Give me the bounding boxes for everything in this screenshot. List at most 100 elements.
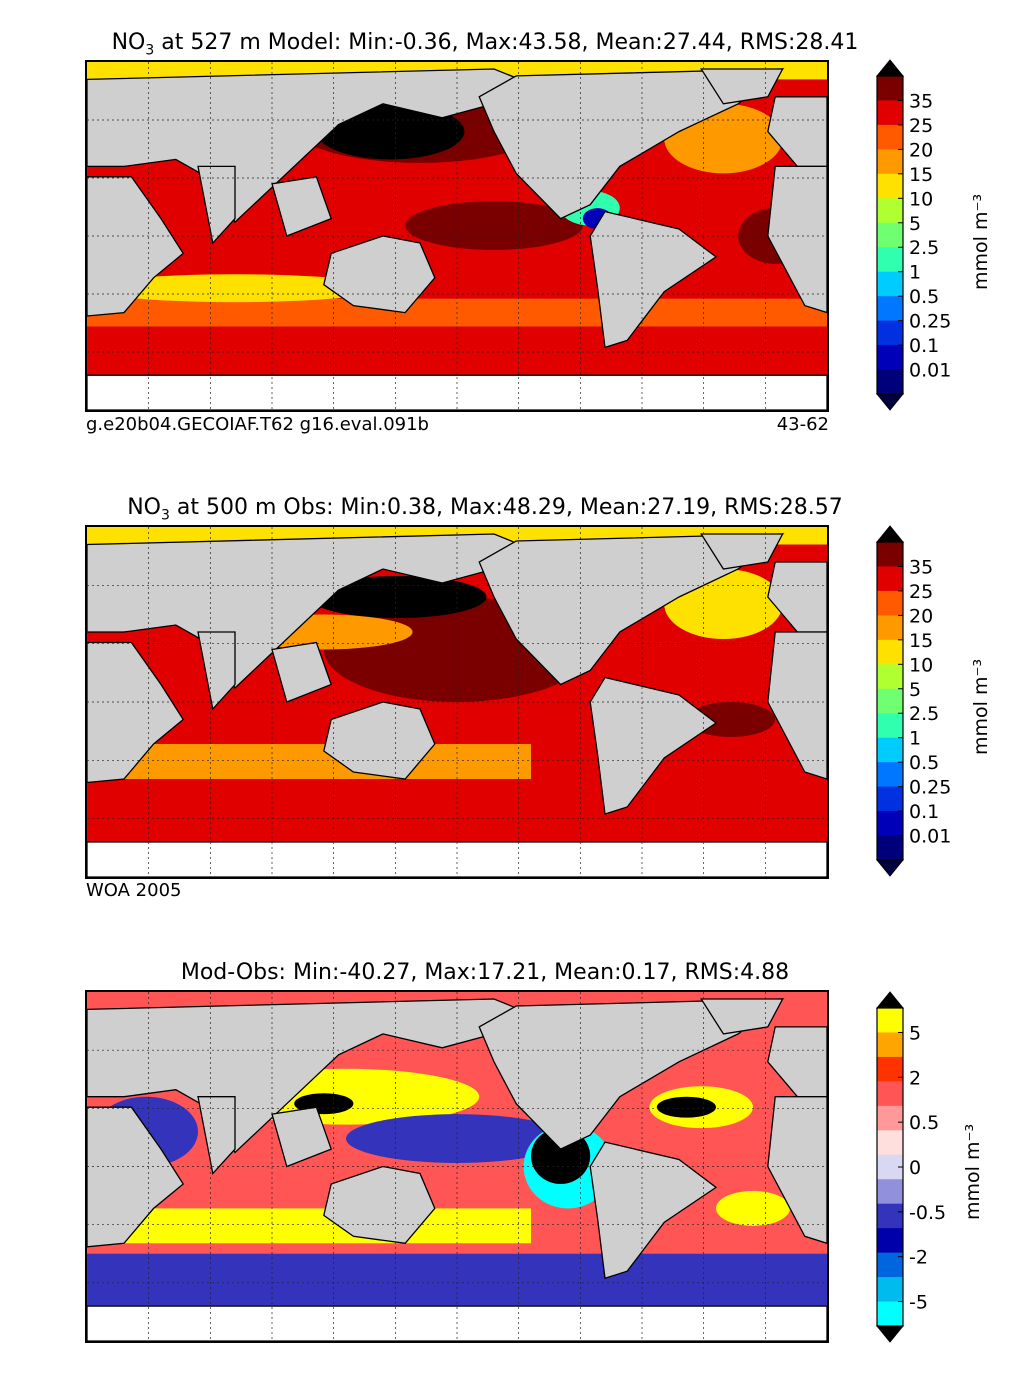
- years-label: 43-62: [776, 414, 829, 435]
- colorbar-segment: [877, 100, 903, 126]
- colorbar-tick-label: 0.25: [909, 777, 951, 799]
- colorbar-tick-label: 0.5: [909, 1112, 939, 1134]
- colorbar-tick-label: 35: [909, 556, 933, 578]
- colorbar: 35 25 20 15 10 5 2.5 1 0.5 0.25 0.1 0.01: [872, 524, 992, 884]
- colorbar-segment: [877, 222, 903, 248]
- colorbar-tick-label: 5: [909, 213, 921, 235]
- colorbar-tick-label: 10: [909, 188, 933, 210]
- colorbar-tick-label: -5: [909, 1292, 928, 1314]
- colorbar-segment: [877, 1203, 903, 1229]
- colorbar-tick-label: 0: [909, 1157, 921, 1179]
- colorbar-tick-label: 35: [909, 90, 933, 112]
- colorbar-segment: [877, 345, 903, 371]
- colorbar-tick-label: 5: [909, 1022, 921, 1044]
- colorbar-segment: [877, 1179, 903, 1205]
- colorbar-segment: [877, 1081, 903, 1107]
- colorbar-segment: [877, 590, 903, 616]
- colorbar-segment: [877, 76, 903, 101]
- colorbar-tick-label: 25: [909, 581, 933, 603]
- field-indian-band: [87, 274, 383, 303]
- landmass-se-asia: [271, 1106, 333, 1168]
- colorbar-segment: [877, 835, 903, 861]
- colorbar-tick-label: 1: [909, 728, 921, 750]
- landmass-australia: [323, 701, 436, 780]
- colorbar-segment: [877, 713, 903, 739]
- landmass-africa: [87, 641, 185, 784]
- colorbar: 35 25 20 15 10 5 2.5 1 0.5 0.25 0.1 0.01: [872, 58, 992, 418]
- colorbar-segment: [877, 639, 903, 665]
- panel-title: Mod-Obs: Min:-40.27, Max:17.21, Mean:0.1…: [180, 960, 790, 985]
- landmass-india: [197, 165, 236, 245]
- field-satl-pos: [716, 1190, 790, 1226]
- landmass-india: [197, 631, 236, 711]
- colorbar-segment: [877, 271, 903, 297]
- colorbar-tick-label: 15: [909, 630, 933, 652]
- colorbar-segment: [877, 369, 903, 395]
- colorbar-tick-label: 0.01: [909, 826, 951, 848]
- colorbar-tick-label: 0.01: [909, 360, 951, 382]
- colorbar-tick-label: 0.5: [909, 752, 939, 774]
- map-plot: [85, 990, 829, 1343]
- colorbar-segment: [877, 542, 903, 567]
- colorbar: 5 2 0.5 0 -0.5 -2 -5: [872, 990, 992, 1350]
- colorbar-tick-label: 0.1: [909, 335, 939, 357]
- colorbar-tick-label: 2.5: [909, 237, 939, 259]
- landmass-s-america: [589, 210, 718, 349]
- colorbar-segment: [877, 320, 903, 346]
- colorbar-segment: [877, 566, 903, 592]
- colorbar-segment: [877, 688, 903, 714]
- colorbar-label: mmol m⁻³: [962, 1123, 984, 1220]
- colorbar-segment: [877, 124, 903, 150]
- colorbar-segment: [877, 1056, 903, 1082]
- colorbar-segment: [877, 198, 903, 224]
- colorbar-tick-label: 0.1: [909, 801, 939, 823]
- colorbar-tick-label: -2: [909, 1247, 928, 1269]
- map-plot: [85, 525, 829, 879]
- landmass-greenland: [700, 998, 784, 1035]
- landmass-greenland: [700, 68, 784, 105]
- colorbar-segment: [877, 1130, 903, 1156]
- colorbar-tick-label: 2: [909, 1067, 921, 1089]
- landmass-australia: [323, 235, 436, 314]
- colorbar-tick-label: 0.25: [909, 311, 951, 333]
- colorbar-tick-label: 5: [909, 679, 921, 701]
- colorbar-frame: [876, 541, 904, 861]
- panel-model: NO3 at 527 m Model: Min:-0.36, Max:43.58…: [0, 0, 1018, 460]
- colorbar-frame: [876, 75, 904, 395]
- panel-obs: NO3 at 500 m Obs: Min:0.38, Max:48.29, M…: [85, 495, 992, 901]
- colorbar-segment: [877, 149, 903, 175]
- colorbar-segment: [877, 1008, 903, 1033]
- colorbar-segment: [877, 1105, 903, 1131]
- field-natl-over: [656, 1096, 717, 1118]
- landmass-greenland: [700, 533, 784, 570]
- colorbar-tick-label: -0.5: [909, 1202, 946, 1224]
- colorbar-tick-label: 20: [909, 139, 933, 161]
- colorbar-segment: [877, 1032, 903, 1058]
- field-npac-over: [309, 576, 487, 618]
- colorbar-segment: [877, 737, 903, 763]
- run-id-label: g.e20b04.GECOIAF.T62 g16.eval.091b: [86, 414, 429, 435]
- colorbar-tick-label: 20: [909, 605, 933, 627]
- panel-title: NO3 at 500 m Obs: Min:0.38, Max:48.29, M…: [127, 495, 843, 524]
- landmass-africa-east: [767, 631, 827, 780]
- colorbar-tick-label: 2.5: [909, 703, 939, 725]
- colorbar-tick-label: 1: [909, 262, 921, 284]
- colorbar-segment: [877, 296, 903, 322]
- colorbar-tick-label: 10: [909, 654, 933, 676]
- landmass-india: [197, 1096, 236, 1175]
- colorbar-segment: [877, 664, 903, 690]
- map-plot: [85, 60, 829, 412]
- landmass-se-asia: [271, 176, 333, 237]
- colorbar-segment: [877, 615, 903, 641]
- colorbar-segment: [877, 811, 903, 837]
- colorbar-segment: [877, 1301, 903, 1327]
- colorbar-tick-label: 25: [909, 115, 933, 137]
- landmass-s-america: [589, 676, 718, 815]
- field-southern-band: [87, 1208, 531, 1244]
- landmass-africa-east: [767, 1096, 827, 1244]
- field-eqpac: [405, 201, 583, 250]
- colorbar-under-arrow: [875, 1325, 905, 1343]
- colorbar-segment: [877, 762, 903, 788]
- colorbar-segment: [877, 173, 903, 199]
